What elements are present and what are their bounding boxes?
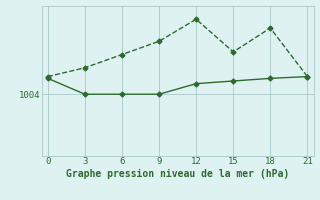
X-axis label: Graphe pression niveau de la mer (hPa): Graphe pression niveau de la mer (hPa) — [66, 169, 289, 179]
